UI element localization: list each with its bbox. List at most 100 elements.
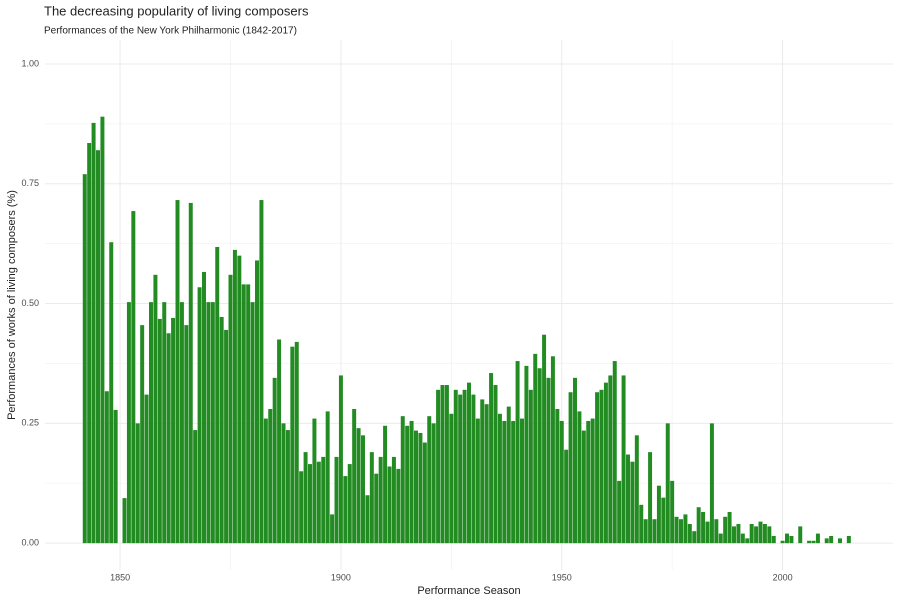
bar [639, 504, 644, 544]
bar [361, 435, 365, 544]
bar [449, 413, 454, 544]
bar [550, 356, 555, 544]
x-tick-label: 1850 [110, 572, 130, 582]
bar [135, 423, 140, 544]
bar [471, 394, 476, 544]
bar [838, 538, 842, 544]
bar [555, 408, 560, 544]
bar [542, 334, 547, 544]
bar [701, 512, 706, 544]
bar [754, 526, 759, 544]
bar [246, 284, 251, 544]
bar [308, 464, 312, 544]
chart-title: The decreasing popularity of living comp… [44, 3, 309, 18]
bar [171, 317, 176, 544]
bar [608, 375, 613, 544]
bar [299, 471, 304, 544]
bar [162, 302, 167, 544]
bar [829, 535, 834, 544]
bar [188, 202, 193, 544]
bar [453, 389, 458, 544]
bar [96, 150, 100, 544]
bar [179, 302, 184, 544]
bar [153, 274, 158, 544]
bar [462, 389, 467, 544]
bar [745, 538, 750, 544]
bar [599, 389, 604, 544]
bar [559, 420, 564, 544]
bar [409, 420, 414, 544]
bar [577, 411, 582, 544]
bar [524, 365, 529, 544]
bar [780, 540, 785, 544]
bar [634, 435, 639, 544]
bar [762, 523, 767, 544]
bar [113, 409, 118, 544]
bar [568, 392, 573, 544]
bar [131, 211, 136, 544]
bar [656, 485, 661, 544]
bar [325, 411, 330, 544]
bar [193, 430, 198, 544]
bar [665, 423, 670, 544]
bar [652, 519, 657, 544]
bar [312, 418, 317, 544]
bar [109, 242, 114, 544]
bar [771, 535, 776, 544]
bar [687, 523, 692, 544]
x-axis-label: Performance Season [417, 585, 520, 597]
bar [497, 413, 502, 544]
bar [228, 274, 233, 544]
bar [157, 318, 162, 544]
y-tick-label: 1.00 [21, 58, 39, 68]
bar [400, 416, 405, 544]
bar [369, 452, 374, 544]
bar [696, 507, 701, 544]
y-axis-label: Performances of works of living composer… [6, 190, 18, 420]
bar [727, 512, 732, 544]
bar [272, 377, 277, 544]
bar [626, 454, 630, 544]
bar [679, 519, 683, 544]
bar [714, 519, 719, 544]
bar [303, 452, 308, 544]
bar [546, 377, 551, 544]
bar [91, 122, 96, 544]
bar [166, 333, 171, 544]
bar [87, 143, 92, 544]
bar [709, 423, 714, 544]
bar [785, 533, 789, 544]
bar [811, 540, 816, 544]
chart-subtitle: Performances of the New York Philharmoni… [44, 26, 297, 37]
bar [506, 406, 511, 544]
bar [343, 476, 348, 544]
bar [595, 392, 600, 544]
bar [356, 428, 361, 544]
y-tick-label: 0.00 [21, 538, 39, 548]
bar [175, 200, 180, 544]
bar [573, 377, 577, 544]
bar [815, 533, 820, 544]
bar [643, 519, 648, 544]
bar [414, 430, 418, 544]
bar [82, 174, 87, 544]
bar [484, 404, 489, 544]
bar [104, 391, 109, 544]
bar [294, 341, 299, 544]
bar [374, 473, 379, 544]
bar [237, 255, 242, 544]
bar [789, 535, 794, 544]
bar [334, 456, 339, 544]
x-tick-label: 1900 [331, 572, 351, 582]
bar [405, 425, 410, 544]
bar [736, 523, 741, 544]
x-tick-label: 1950 [552, 572, 572, 582]
bar [621, 375, 626, 544]
bar [383, 425, 388, 544]
bar [290, 346, 295, 544]
bar [692, 531, 697, 544]
bar [581, 430, 586, 544]
bar [723, 516, 728, 544]
bar [202, 271, 206, 544]
